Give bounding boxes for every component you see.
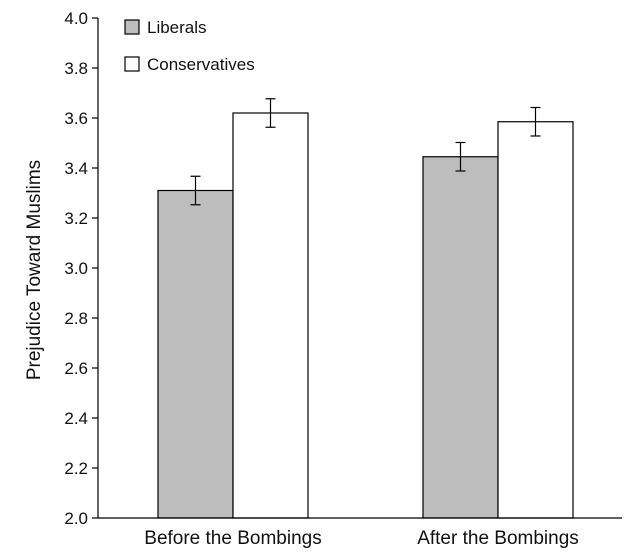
legend-label: Liberals — [147, 18, 207, 37]
y-tick-label: 3.2 — [64, 209, 88, 228]
bar — [422, 156, 499, 519]
y-axis: 2.0 2.2 2.4 2.6 2.8 3.0 3.2 3.4 3.6 3.8 4.0 — [64, 9, 99, 528]
y-tick-label: 4.0 — [64, 9, 88, 28]
bar — [497, 121, 574, 519]
legend-swatch — [124, 19, 140, 35]
x-category-label: Before the Bombings — [144, 528, 321, 549]
y-tick-label: 3.6 — [64, 109, 88, 128]
y-tick-label: 2.8 — [64, 309, 88, 328]
legend-label: Conservatives — [147, 55, 255, 74]
bars — [157, 112, 574, 519]
x-category-label: After the Bombings — [417, 528, 579, 549]
y-tick-label: 2.6 — [64, 359, 88, 378]
bar — [157, 189, 234, 519]
x-axis: Before the Bombings After the Bombings — [98, 517, 622, 549]
y-axis-title: Prejudice Toward Muslims — [24, 160, 45, 380]
y-tick-label: 2.0 — [64, 509, 88, 528]
y-tick-label: 3.8 — [64, 59, 88, 78]
y-tick-label: 3.4 — [64, 159, 88, 178]
legend: Liberals Conservatives — [124, 18, 255, 74]
error-bars — [190, 98, 541, 206]
y-tick-label: 3.0 — [64, 259, 88, 278]
legend-swatch — [124, 56, 140, 72]
y-tick-label: 2.2 — [64, 459, 88, 478]
y-tick-label: 2.4 — [64, 409, 88, 428]
bar — [232, 112, 309, 519]
